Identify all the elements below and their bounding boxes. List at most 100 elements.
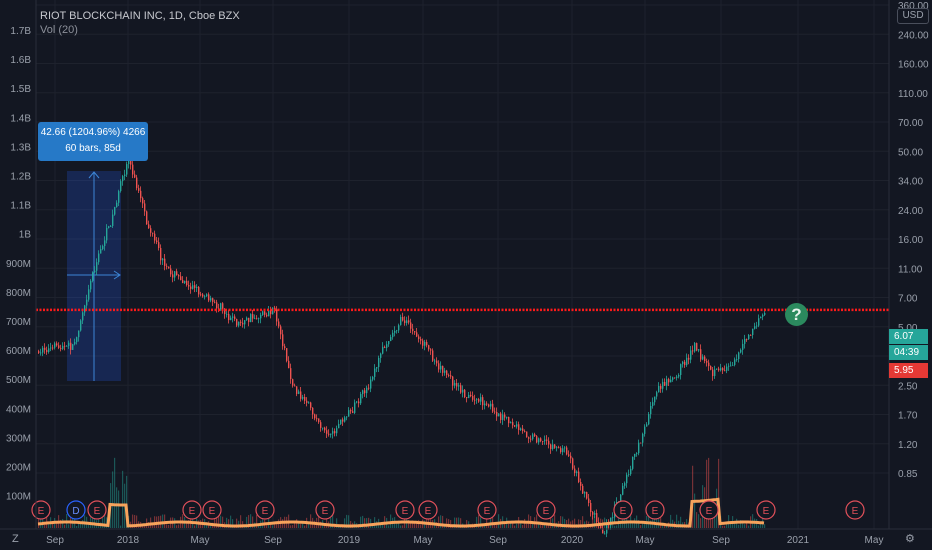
candle-body [392, 332, 394, 338]
candle-body [674, 377, 676, 379]
volume-bar [680, 516, 682, 528]
candle-body [274, 307, 276, 310]
candle-body [702, 356, 704, 360]
candle-body [320, 422, 322, 428]
candle-body [704, 356, 706, 362]
right-axis-tick: 1.20 [898, 440, 918, 451]
candle-body [340, 419, 342, 424]
volume-bar [250, 514, 252, 528]
candle-body [350, 410, 352, 412]
volume-bar [458, 517, 460, 528]
candle-body [662, 382, 664, 389]
candle-body [718, 368, 720, 371]
volume-bar [514, 525, 516, 528]
candle-body [442, 365, 444, 373]
candle-body [428, 345, 430, 350]
left-axis-tick: 1.2B [10, 172, 31, 183]
volume-bar [272, 525, 274, 528]
candle-body [60, 347, 62, 349]
volume-bar [554, 514, 556, 528]
left-axis-tick: 600M [6, 346, 31, 357]
event-marker-label: E [94, 506, 101, 517]
volume-bar [748, 525, 750, 528]
volume-bar [560, 516, 562, 528]
candle-body [198, 286, 200, 295]
candle-body [186, 280, 188, 285]
candle-body [510, 422, 512, 424]
candle-body [752, 328, 754, 335]
candle-body [356, 401, 358, 403]
candle-body [496, 411, 498, 417]
candle-body [710, 366, 712, 370]
candle-body [570, 455, 572, 459]
candle-body [398, 325, 400, 331]
volume-bar [222, 516, 224, 528]
volume-bar [366, 518, 368, 528]
candle-body [252, 314, 254, 319]
volume-bar [60, 519, 62, 528]
volume-bar [438, 516, 440, 528]
settings-icon[interactable]: ⚙ [905, 533, 915, 545]
candle-body [308, 402, 310, 404]
candle-body [586, 492, 588, 499]
candle-body [568, 454, 570, 456]
volume-bar [746, 523, 748, 528]
candle-body [242, 322, 244, 325]
candle-body [334, 431, 336, 434]
candle-body [678, 375, 680, 377]
candle-body [254, 318, 256, 320]
candle-body [132, 164, 134, 175]
candle-body [234, 316, 236, 319]
volume-bar [126, 475, 128, 528]
candle-body [514, 425, 516, 427]
candle-body [672, 377, 674, 380]
candle-body [196, 286, 198, 288]
volume-bar [166, 524, 168, 528]
volume-bar [448, 519, 450, 528]
candle-body [258, 318, 260, 320]
candle-body [134, 174, 136, 178]
candle-body [748, 334, 750, 340]
time-axis[interactable]: Sep 2018 May Sep 2019 May Sep 2020 May Sep 2021 May [46, 535, 883, 546]
volume-bar [304, 525, 306, 528]
candle-body [452, 376, 454, 386]
candle-body [310, 402, 312, 408]
volume-bar [56, 521, 58, 528]
candle-body [222, 303, 224, 311]
candle-body [484, 403, 486, 406]
left-axis-tick: 100M [6, 492, 31, 503]
candle-body [506, 416, 508, 418]
symbol-title: RIOT BLOCKCHAIN INC, 1D, Cboe BZX [40, 10, 240, 22]
volume-bar [116, 487, 118, 528]
candle-body [214, 301, 216, 303]
candle-body [294, 385, 296, 387]
volume-bar [632, 522, 634, 528]
candle-body [652, 402, 654, 406]
candle-body [388, 341, 390, 345]
candle-body [658, 386, 660, 393]
left-volume-axis[interactable]: 1.7B 1.6B 1.5B 1.4B 1.3B 1.2B 1.1B 1B 900M 800M 70… [6, 26, 31, 503]
volume-bar [168, 524, 170, 528]
volume-bar [572, 520, 574, 528]
candle-body [394, 330, 396, 333]
candle-body [560, 448, 562, 453]
volume-bar [292, 525, 294, 528]
candle-body [554, 444, 556, 448]
candle-body [164, 258, 166, 266]
candle-body [276, 309, 278, 322]
currency-button[interactable]: USD [897, 8, 929, 24]
measure-change-text: 42.66 (1204.96%) 4266 [40, 127, 146, 138]
candle-body [170, 268, 172, 275]
volume-bar [568, 518, 570, 528]
right-price-axis[interactable]: 360.00 240.00 160.00 110.00 70.00 50.00 34.00 2… [898, 1, 929, 480]
candle-body [548, 440, 550, 445]
candle-body [416, 332, 418, 337]
measure-bars-text: 60 bars, 85d [65, 143, 121, 154]
candle-body [270, 310, 272, 315]
volume-bar [44, 524, 46, 528]
timezone-z-button[interactable]: Z [12, 533, 19, 545]
candle-body [396, 330, 398, 332]
candle-body [96, 262, 98, 271]
volume-bar [738, 524, 740, 528]
